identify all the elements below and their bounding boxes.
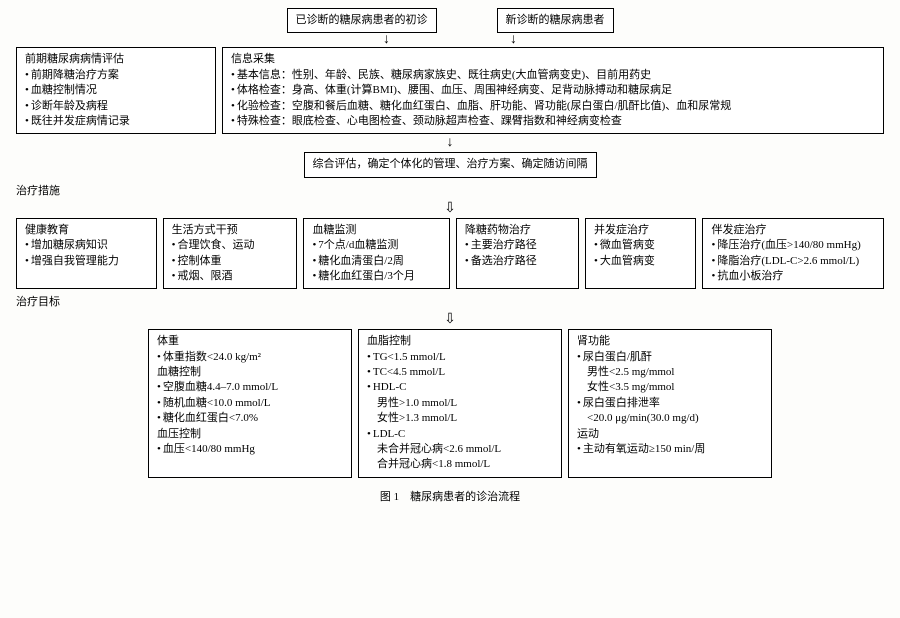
measure-item: 主要治疗路径 bbox=[465, 238, 570, 253]
arrow-mid1: ↓ bbox=[8, 136, 892, 150]
eval-list: 前期降糖治疗方案 血糖控制情况 诊断年龄及病程 既往并发症病情记录 bbox=[25, 68, 207, 130]
t1-item: 空腹血糖4.4–7.0 mmol/L bbox=[157, 380, 343, 395]
info-title: 信息采集 bbox=[231, 52, 875, 67]
measure-box: 血糖监测 7个点/d血糖监测 糖化血清蛋白/2周 糖化血红蛋白/3个月 bbox=[303, 218, 449, 290]
eval-box: 前期糖尿病病情评估 前期降糖治疗方案 血糖控制情况 诊断年龄及病程 既往并发症病… bbox=[16, 47, 216, 134]
measure-item: 戒烟、限酒 bbox=[172, 269, 289, 284]
measure-item: 7个点/d血糖监测 bbox=[312, 238, 440, 253]
measure-box: 生活方式干预 合理饮食、运动 控制体重 戒烟、限酒 bbox=[163, 218, 298, 290]
t3-item: 尿白蛋白/肌酐 bbox=[577, 350, 763, 365]
measure-item: 降压治疗(血压>140/80 mmHg) bbox=[711, 238, 875, 253]
eval-item: 诊断年龄及病程 bbox=[25, 99, 207, 114]
measure-item: 增强自我管理能力 bbox=[25, 254, 148, 269]
measure-box: 健康教育 增加糖尿病知识 增强自我管理能力 bbox=[16, 218, 157, 290]
mid-row: 综合评估，确定个体化的管理、治疗方案、确定随访间隔 bbox=[8, 152, 892, 177]
measure-item: 糖化血清蛋白/2周 bbox=[312, 254, 440, 269]
info-item: 化验检查：空腹和餐后血糖、糖化血红蛋白、血脂、肝功能、肾功能(尿白蛋白/肌酐比值… bbox=[231, 99, 875, 114]
target-col3: 肾功能 尿白蛋白/肌酐 男性<2.5 mg/mmol 女性<3.5 mg/mmo… bbox=[568, 329, 772, 478]
top-right-box: 新诊断的糖尿病患者 bbox=[497, 8, 614, 33]
target-col2: 血脂控制 TG<1.5 mmol/L TC<4.5 mmol/L HDL-C 男… bbox=[358, 329, 562, 478]
t2-sub: 未合并冠心病<2.6 mmol/L bbox=[367, 442, 553, 457]
t2-sub: 合并冠心病<1.8 mmol/L bbox=[367, 457, 553, 472]
measure-box: 伴发症治疗 降压治疗(血压>140/80 mmHg) 降脂治疗(LDL-C>2.… bbox=[702, 218, 884, 290]
t3-sub: 女性<3.5 mg/mmol bbox=[577, 380, 763, 395]
top-row: 已诊断的糖尿病患者的初诊 新诊断的糖尿病患者 bbox=[8, 8, 892, 33]
t3-item: 主动有氧运动≥150 min/周 bbox=[577, 442, 763, 457]
t2-item: HDL-C bbox=[367, 380, 553, 395]
t3-sub: 男性<2.5 mg/mmol bbox=[577, 365, 763, 380]
t3-title: 肾功能 bbox=[577, 334, 763, 349]
t2-title: 血脂控制 bbox=[367, 334, 553, 349]
measures-row: 健康教育 增加糖尿病知识 增强自我管理能力 生活方式干预 合理饮食、运动 控制体… bbox=[16, 218, 884, 290]
target-col1: 体重 体重指数<24.0 kg/m² 血糖控制 空腹血糖4.4–7.0 mmol… bbox=[148, 329, 352, 478]
measure-item: 糖化血红蛋白/3个月 bbox=[312, 269, 440, 284]
info-item: 基本信息：性别、年龄、民族、糖尿病家族史、既往病史(大血管病变史)、目前用药史 bbox=[231, 68, 875, 83]
measure-title: 健康教育 bbox=[25, 223, 148, 238]
measure-box: 降糖药物治疗 主要治疗路径 备选治疗路径 bbox=[456, 218, 579, 290]
arrows-top: ↓↓ bbox=[8, 33, 892, 47]
info-item: 体格检查：身高、体重(计算BMI)、腰围、血压、周围神经病变、足背动脉搏动和糖尿… bbox=[231, 83, 875, 98]
info-item: 特殊检查：眼底检查、心电图检查、颈动脉超声检查、踝臂指数和神经病变检查 bbox=[231, 114, 875, 129]
t1-item: 糖化血红蛋白<7.0% bbox=[157, 411, 343, 426]
measure-item: 降脂治疗(LDL-C>2.6 mmol/L) bbox=[711, 254, 875, 269]
top-left-box: 已诊断的糖尿病患者的初诊 bbox=[287, 8, 437, 33]
measure-title: 并发症治疗 bbox=[594, 223, 687, 238]
t3-title2: 运动 bbox=[577, 427, 763, 442]
t2-sub: 女性>1.3 mmol/L bbox=[367, 411, 553, 426]
measure-item: 合理饮食、运动 bbox=[172, 238, 289, 253]
t1-item: 随机血糖<10.0 mmol/L bbox=[157, 396, 343, 411]
t2-item: LDL-C bbox=[367, 427, 553, 442]
mid-box: 综合评估，确定个体化的管理、治疗方案、确定随访间隔 bbox=[304, 152, 597, 177]
t3-sub: <20.0 μg/min(30.0 mg/d) bbox=[577, 411, 763, 426]
t1-item: 体重指数<24.0 kg/m² bbox=[157, 350, 343, 365]
t3-item: 尿白蛋白排泄率 bbox=[577, 396, 763, 411]
measure-item: 备选治疗路径 bbox=[465, 254, 570, 269]
measure-title: 伴发症治疗 bbox=[711, 223, 875, 238]
measure-title: 血糖监测 bbox=[312, 223, 440, 238]
info-list: 基本信息：性别、年龄、民族、糖尿病家族史、既往病史(大血管病变史)、目前用药史 … bbox=[231, 68, 875, 130]
arrow-mid2: ⇩ bbox=[8, 202, 892, 216]
row2: 前期糖尿病病情评估 前期降糖治疗方案 血糖控制情况 诊断年龄及病程 既往并发症病… bbox=[16, 47, 884, 134]
info-box: 信息采集 基本信息：性别、年龄、民族、糖尿病家族史、既往病史(大血管病变史)、目… bbox=[222, 47, 884, 134]
measure-box: 并发症治疗 微血管病变 大血管病变 bbox=[585, 218, 696, 290]
measure-item: 大血管病变 bbox=[594, 254, 687, 269]
t2-sub: 男性>1.0 mmol/L bbox=[367, 396, 553, 411]
targets-label: 治疗目标 bbox=[16, 293, 892, 309]
measure-item: 抗血小板治疗 bbox=[711, 269, 875, 284]
t1-item: 血压<140/80 mmHg bbox=[157, 442, 343, 457]
measure-title: 生活方式干预 bbox=[172, 223, 289, 238]
figure-caption: 图 1 糖尿病患者的诊治流程 bbox=[8, 488, 892, 504]
t1-title3: 血压控制 bbox=[157, 427, 343, 442]
t2-item: TG<1.5 mmol/L bbox=[367, 350, 553, 365]
measure-item: 微血管病变 bbox=[594, 238, 687, 253]
t1-title2: 血糖控制 bbox=[157, 365, 343, 380]
t2-item: TC<4.5 mmol/L bbox=[367, 365, 553, 380]
eval-title: 前期糖尿病病情评估 bbox=[25, 52, 207, 67]
eval-item: 血糖控制情况 bbox=[25, 83, 207, 98]
measure-item: 增加糖尿病知识 bbox=[25, 238, 148, 253]
eval-item: 既往并发症病情记录 bbox=[25, 114, 207, 129]
arrow-mid3: ⇩ bbox=[8, 313, 892, 327]
t1-title: 体重 bbox=[157, 334, 343, 349]
targets-row: 体重 体重指数<24.0 kg/m² 血糖控制 空腹血糖4.4–7.0 mmol… bbox=[148, 329, 772, 478]
measures-label: 治疗措施 bbox=[16, 182, 892, 198]
measure-title: 降糖药物治疗 bbox=[465, 223, 570, 238]
measure-item: 控制体重 bbox=[172, 254, 289, 269]
eval-item: 前期降糖治疗方案 bbox=[25, 68, 207, 83]
